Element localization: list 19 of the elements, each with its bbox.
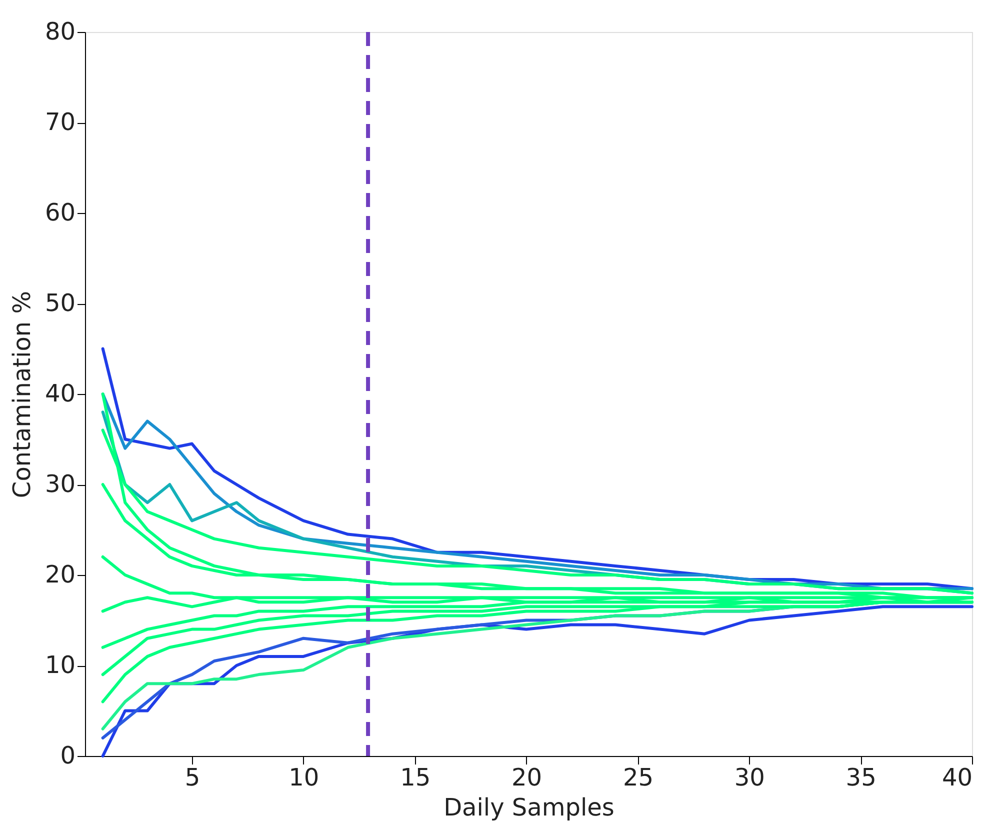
y-tick-label: 20 [44,560,76,588]
y-axis-title: Contamination % [8,290,36,498]
y-tick-label: 0 [60,742,76,770]
x-tick-label: 30 [734,764,765,792]
y-tick-label: 10 [44,651,76,679]
x-tick-label: 10 [288,764,320,792]
y-tick-label: 70 [44,108,76,136]
y-tick-label: 40 [44,380,76,408]
x-tick-label: 20 [512,764,542,792]
y-tick-label: 60 [44,198,76,226]
x-tick-label: 25 [622,764,654,792]
x-tick-label: 5 [184,764,200,792]
y-tick-label: 30 [44,470,76,498]
x-axis-title: Daily Samples [444,794,614,822]
y-tick-label: 80 [44,18,76,46]
x-tick-label: 40 [942,764,972,792]
x-tick-label: 35 [846,764,876,792]
y-tick-label: 50 [44,289,76,317]
x-tick-label: 15 [400,764,431,792]
